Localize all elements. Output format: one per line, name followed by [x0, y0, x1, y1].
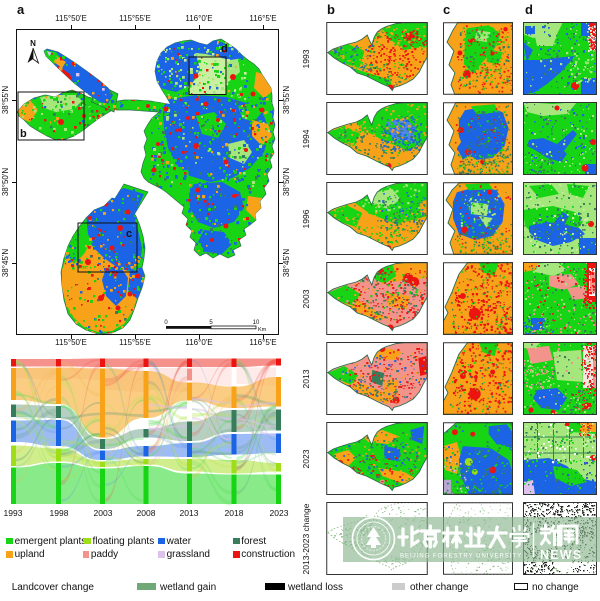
- svg-text:b: b: [20, 128, 27, 140]
- svg-text:c: c: [126, 228, 132, 240]
- svg-text:d: d: [221, 43, 228, 55]
- svg-text:N: N: [30, 39, 36, 48]
- svg-text:0: 0: [164, 320, 168, 326]
- svg-text:5: 5: [209, 320, 213, 326]
- svg-text:NEWS: NEWS: [540, 548, 582, 562]
- svg-text:10: 10: [253, 320, 260, 326]
- svg-text:Km: Km: [258, 327, 267, 333]
- svg-text:BEIJING FORESTRY UNIVERSITY: BEIJING FORESTRY UNIVERSITY: [400, 554, 522, 560]
